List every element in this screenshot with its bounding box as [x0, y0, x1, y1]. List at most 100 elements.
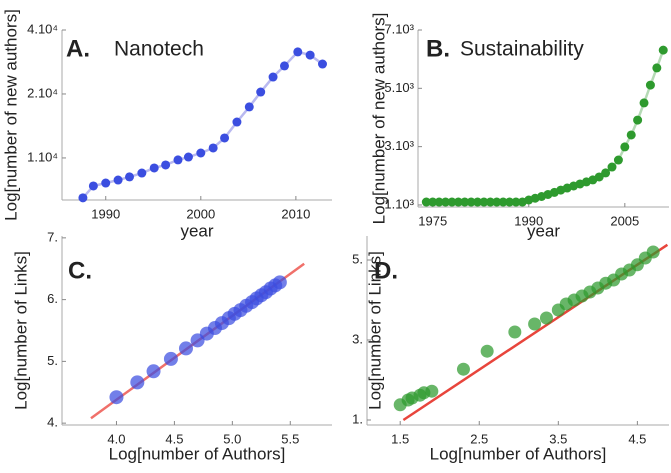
data-point	[620, 142, 630, 152]
data-point	[178, 341, 193, 356]
data-point	[113, 175, 123, 185]
x-tick-label: 5.5	[281, 431, 299, 446]
y-tick-label: 7.	[47, 229, 58, 244]
data-point	[453, 197, 463, 207]
data-point	[607, 162, 617, 172]
x-tick-label: 3.5	[549, 431, 567, 446]
data-point	[146, 364, 161, 379]
data-point	[163, 351, 178, 366]
data-point	[125, 172, 134, 182]
data-point	[173, 155, 183, 165]
x-tick-label: 1990	[91, 206, 120, 221]
panel-label: B.	[426, 35, 450, 62]
data-point	[421, 197, 431, 207]
data-point	[425, 384, 439, 398]
data-point	[208, 143, 218, 153]
data-point	[473, 197, 483, 207]
data-point	[232, 117, 242, 127]
data-point	[244, 102, 254, 112]
y-tick-label: 5.10³	[384, 80, 414, 95]
data-point	[279, 61, 289, 71]
data-point	[508, 325, 522, 339]
y-tick-label: 1.10⁴	[27, 149, 58, 164]
panel-label: A.	[66, 35, 90, 62]
y-tick-label: 2.10⁴	[27, 85, 58, 100]
data-point	[101, 178, 111, 188]
data-point	[272, 275, 287, 290]
data-point	[485, 197, 495, 207]
data-point	[646, 245, 660, 259]
x-tick-label: 4.0	[107, 431, 125, 446]
panel-title: Nanotech	[114, 38, 204, 61]
data-point	[305, 50, 315, 60]
data-point	[268, 72, 278, 82]
y-axis-label: Log[number of Links]	[11, 251, 30, 410]
data-point	[639, 98, 649, 108]
data-point	[498, 197, 508, 207]
y-axis-label: Log[number of new authors]	[1, 9, 20, 221]
data-point	[460, 197, 470, 207]
panel-label: D.	[374, 257, 398, 284]
data-point	[441, 197, 451, 207]
x-axis-label: Log[number of Authors]	[430, 444, 607, 463]
y-tick-label: 1.	[352, 411, 363, 426]
y-tick-label: 5.	[352, 251, 363, 266]
x-tick-label: 4.5	[165, 431, 183, 446]
data-point	[658, 45, 668, 55]
data-point	[196, 148, 206, 158]
y-axis-label: Log[number of new authors]	[369, 13, 388, 225]
x-tick-label: 2000	[186, 206, 215, 221]
y-tick-label: 1.10³	[384, 196, 414, 211]
data-point	[601, 168, 611, 178]
data-point	[479, 197, 489, 207]
data-point	[317, 59, 327, 69]
y-tick-label: 4.	[47, 415, 58, 430]
data-point	[539, 311, 553, 325]
data-point	[652, 63, 662, 73]
x-tick-label: 1990	[514, 213, 543, 228]
data-point	[161, 160, 171, 170]
data-point	[492, 197, 502, 207]
data-point	[480, 344, 494, 358]
data-point	[428, 197, 438, 207]
y-tick-label: 7.10³	[384, 21, 414, 36]
data-point	[466, 197, 476, 207]
y-axis-label: Log[number of Links]	[365, 251, 384, 410]
data-point	[633, 115, 643, 125]
x-tick-label: 2.5	[470, 431, 488, 446]
x-axis-label: Log[number of Authors]	[109, 444, 286, 463]
data-point	[456, 362, 470, 376]
data-point	[149, 163, 159, 173]
data-point	[528, 317, 542, 331]
data-point	[505, 197, 515, 207]
data-point	[256, 87, 266, 97]
panel-label: C.	[68, 257, 92, 284]
data-point	[183, 152, 193, 162]
data-point	[109, 390, 124, 405]
data-point	[613, 155, 623, 165]
x-axis-label: year	[180, 221, 213, 240]
data-point	[130, 375, 145, 390]
data-point	[137, 168, 147, 178]
y-tick-label: 3.10³	[384, 138, 414, 153]
data-point	[293, 47, 303, 57]
y-tick-label: 4.10⁴	[27, 21, 58, 36]
x-tick-label: 2005	[610, 213, 639, 228]
y-tick-label: 3.	[352, 331, 363, 346]
x-tick-label: 4.5	[628, 431, 646, 446]
x-tick-label: 5.0	[223, 431, 241, 446]
y-tick-label: 6.	[47, 291, 58, 306]
data-point	[434, 197, 444, 207]
x-tick-label: 2010	[281, 206, 310, 221]
data-point	[88, 181, 98, 191]
x-tick-label: 1.5	[391, 431, 409, 446]
data-point	[511, 197, 521, 207]
data-point	[78, 193, 88, 203]
x-axis-label: year	[527, 221, 560, 240]
panel-title: Sustainability	[460, 38, 584, 61]
series-line	[426, 49, 665, 204]
data-point	[594, 172, 604, 182]
x-tick-label: 1975	[418, 213, 447, 228]
